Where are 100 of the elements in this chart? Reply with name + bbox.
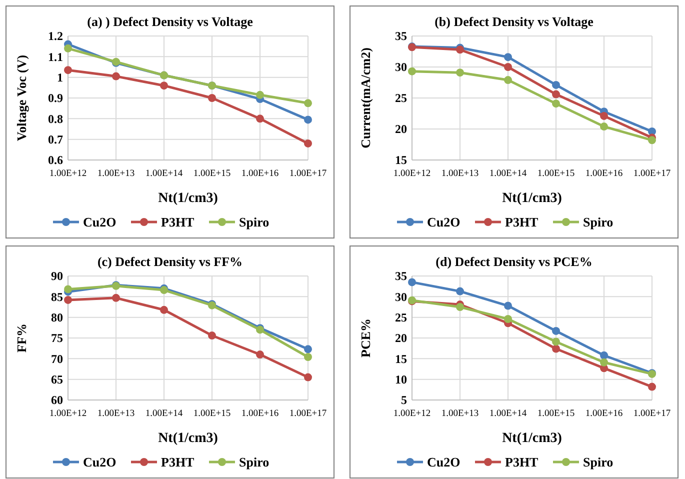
legend-label: Cu2O bbox=[427, 454, 460, 470]
point bbox=[112, 72, 120, 80]
legend-label: Spiro bbox=[583, 214, 614, 230]
x-tick-label: 1.00E+14 bbox=[145, 169, 183, 179]
y-tick-label: 0.8 bbox=[48, 112, 63, 126]
y-tick-label: 0.9 bbox=[48, 91, 63, 106]
point bbox=[304, 345, 312, 354]
point bbox=[160, 306, 168, 314]
point bbox=[504, 63, 512, 71]
point bbox=[208, 332, 216, 340]
y-tick-label: 75 bbox=[51, 331, 63, 346]
point bbox=[552, 100, 560, 108]
y-tick-label: 80 bbox=[51, 310, 63, 325]
x-tick-label: 1.00E+17 bbox=[289, 409, 327, 419]
y-axis-title: Voltage Voc (V) bbox=[14, 54, 29, 142]
x-tick-label: 1.00E+14 bbox=[145, 409, 183, 419]
point bbox=[456, 68, 464, 77]
y-tick-label: 35 bbox=[395, 29, 407, 44]
point bbox=[504, 302, 512, 310]
point bbox=[160, 82, 168, 90]
chart-title: (a) ) Defect Density vs Voltage bbox=[87, 14, 254, 29]
point bbox=[600, 112, 608, 120]
point bbox=[208, 94, 216, 102]
x-tick-label: 1.00E+13 bbox=[441, 169, 479, 179]
x-tick-label: 1.00E+15 bbox=[193, 409, 231, 419]
point bbox=[256, 114, 264, 123]
y-tick-label: 15 bbox=[395, 153, 407, 168]
y-tick-label: 0.6 bbox=[48, 153, 63, 168]
x-tick-label: 1.00E+12 bbox=[49, 409, 87, 419]
x-axis-title: Nt(1/cm3) bbox=[502, 431, 562, 446]
y-tick-label: 70 bbox=[51, 352, 63, 366]
point bbox=[504, 53, 512, 62]
y-tick-label: 5 bbox=[401, 393, 407, 408]
point bbox=[552, 344, 560, 353]
legend-label: Cu2O bbox=[83, 454, 116, 470]
x-tick-label: 1.00E+13 bbox=[97, 409, 135, 419]
x-axis-title: Nt(1/cm3) bbox=[502, 191, 562, 206]
legend-label: Spiro bbox=[583, 454, 614, 470]
x-tick-label: 1.00E+15 bbox=[193, 169, 231, 179]
x-tick-label: 1.00E+16 bbox=[241, 169, 279, 179]
y-tick-label: 20 bbox=[395, 122, 407, 136]
point bbox=[304, 99, 312, 108]
chart-title: (d) Defect Density vs PCE% bbox=[436, 254, 592, 269]
y-tick-label: 1.2 bbox=[48, 29, 63, 44]
y-axis-title: PCE% bbox=[358, 318, 373, 358]
y-tick-label: 0.7 bbox=[48, 132, 63, 147]
y-tick-label: 85 bbox=[51, 290, 63, 304]
x-axis-title: Nt(1/cm3) bbox=[158, 191, 218, 206]
legend-label: Cu2O bbox=[427, 214, 460, 230]
point bbox=[600, 122, 608, 131]
point bbox=[456, 303, 464, 311]
x-tick-label: 1.00E+13 bbox=[97, 169, 135, 179]
point bbox=[64, 285, 72, 294]
x-tick-label: 1.00E+16 bbox=[241, 409, 279, 419]
x-tick-label: 1.00E+16 bbox=[585, 409, 623, 419]
x-tick-label: 1.00E+16 bbox=[585, 169, 623, 179]
y-axis-title: FF% bbox=[14, 324, 29, 352]
y-tick-label: 30 bbox=[395, 60, 407, 74]
legend-label: Spiro bbox=[239, 214, 270, 230]
y-tick-label: 25 bbox=[395, 310, 407, 325]
x-tick-label: 1.00E+12 bbox=[49, 169, 87, 179]
y-tick-label: 1.1 bbox=[48, 50, 63, 64]
x-tick-label: 1.00E+14 bbox=[489, 409, 527, 419]
chart-title: (c) Defect Density vs FF% bbox=[97, 254, 243, 269]
point bbox=[256, 350, 264, 359]
y-tick-label: 30 bbox=[395, 290, 407, 304]
y-tick-label: 25 bbox=[395, 91, 407, 106]
point bbox=[64, 44, 72, 52]
y-tick-label: 15 bbox=[395, 352, 407, 366]
point bbox=[552, 80, 560, 89]
legend-label: P3HT bbox=[161, 214, 195, 230]
legend-label: P3HT bbox=[505, 454, 539, 470]
x-tick-label: 1.00E+13 bbox=[441, 409, 479, 419]
point bbox=[600, 351, 608, 360]
point bbox=[456, 287, 464, 296]
x-tick-label: 1.00E+14 bbox=[489, 169, 527, 179]
point bbox=[504, 76, 512, 84]
point bbox=[648, 382, 656, 391]
point bbox=[64, 296, 72, 304]
y-tick-label: 60 bbox=[51, 393, 63, 408]
x-axis-title: Nt(1/cm3) bbox=[158, 431, 218, 446]
point bbox=[552, 90, 560, 98]
legend-label: P3HT bbox=[161, 454, 195, 470]
point bbox=[304, 139, 312, 148]
x-tick-label: 1.00E+15 bbox=[537, 169, 575, 179]
y-tick-label: 1 bbox=[57, 70, 63, 85]
y-tick-label: 20 bbox=[395, 331, 407, 346]
point bbox=[408, 67, 416, 76]
y-axis-title: Current(mA/cm2) bbox=[358, 48, 373, 148]
x-tick-label: 1.00E+17 bbox=[633, 169, 671, 179]
point bbox=[408, 278, 416, 286]
x-tick-label: 1.00E+15 bbox=[537, 409, 575, 419]
point bbox=[304, 373, 312, 382]
point bbox=[64, 66, 72, 74]
legend-label: P3HT bbox=[505, 214, 539, 230]
y-tick-label: 35 bbox=[395, 269, 407, 284]
point bbox=[504, 314, 512, 323]
y-tick-label: 65 bbox=[51, 372, 63, 387]
point bbox=[256, 90, 264, 99]
point bbox=[600, 358, 608, 366]
